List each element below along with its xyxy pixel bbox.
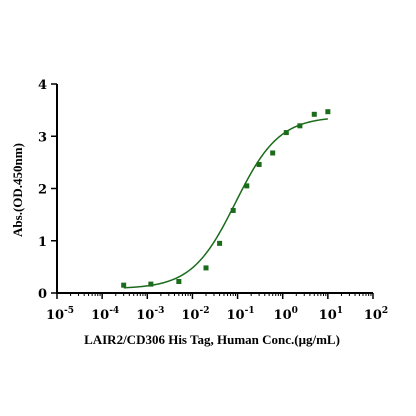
data-point bbox=[217, 240, 223, 246]
data-point bbox=[244, 183, 250, 189]
x-axis-title: LAIR2/CD306 His Tag, Human Conc.(μg/mL) bbox=[84, 332, 340, 347]
x-tick-label: 10-4 bbox=[91, 306, 119, 323]
data-point bbox=[297, 123, 303, 129]
data-point bbox=[256, 161, 262, 167]
data-point bbox=[203, 265, 209, 271]
data-point bbox=[270, 150, 276, 156]
plot-area: 0 1 2 3 4 10-5 10-4 10-3 10-2 10-1 100 101 102 bbox=[38, 78, 388, 323]
y-tick-label: 0 bbox=[38, 287, 47, 302]
y-tick-label: 3 bbox=[38, 130, 47, 145]
x-tick-label: 102 bbox=[364, 306, 388, 323]
data-point bbox=[121, 282, 127, 288]
data-point bbox=[230, 207, 236, 213]
data-point bbox=[311, 111, 317, 117]
data-point bbox=[325, 109, 331, 115]
data-point bbox=[148, 281, 154, 287]
x-tick-label: 10-3 bbox=[136, 306, 164, 323]
x-tick-label: 10-2 bbox=[181, 306, 209, 323]
x-tick-label: 101 bbox=[319, 306, 343, 323]
y-tick-label: 1 bbox=[38, 235, 47, 250]
x-tick-label: 100 bbox=[274, 306, 298, 323]
data-point bbox=[283, 130, 289, 136]
y-tick-label: 2 bbox=[38, 183, 47, 198]
fit-curve bbox=[123, 118, 328, 289]
y-tick-label: 4 bbox=[38, 78, 47, 93]
data-point bbox=[176, 279, 182, 285]
y-axis-title: Abs.(OD.450nm) bbox=[10, 143, 25, 237]
x-tick-label: 10-1 bbox=[227, 306, 255, 323]
x-tick-label: 10-5 bbox=[46, 306, 74, 323]
